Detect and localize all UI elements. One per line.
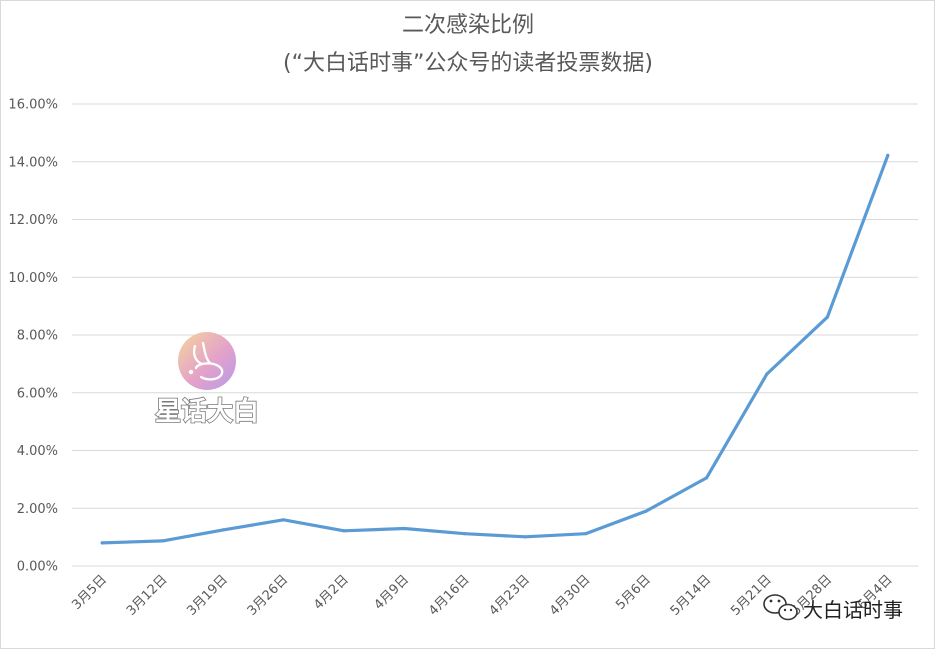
y-tick-label: 12.00% <box>8 213 58 228</box>
chart-title: 二次感染比例 <box>402 13 534 38</box>
wechat-icon <box>763 594 798 621</box>
data-point <box>704 476 709 480</box>
data-point <box>221 528 225 532</box>
data-point <box>825 315 829 319</box>
data-point <box>161 539 165 543</box>
y-tick-label: 2.00% <box>17 502 58 517</box>
x-tick-label: 5月14日 <box>668 572 715 619</box>
footer-text: 大白话时事 <box>803 598 903 622</box>
series-layer <box>100 153 890 545</box>
x-tick-label: 4月30日 <box>547 572 594 619</box>
series-line <box>100 153 890 545</box>
footer-credit: 大白话时事 <box>763 594 903 622</box>
x-tick-label: 3月19日 <box>184 572 231 619</box>
x-tick-label: 4月2日 <box>311 572 352 613</box>
x-tick-label: 4月16日 <box>426 572 473 619</box>
data-point <box>584 532 588 536</box>
y-tick-label: 6.00% <box>17 386 58 401</box>
watermark-text: 星话大白 <box>155 396 259 427</box>
chart-subtitle: (“大白话时事”公众号的读者投票数据) <box>283 51 653 76</box>
data-point <box>402 526 406 531</box>
data-point <box>281 518 286 522</box>
data-point <box>523 535 527 539</box>
y-tick-label: 10.00% <box>8 271 58 286</box>
y-axis-ticks: 0.00% 2.00% 4.00% 6.00% 8.00% 10.00% 12.00% 14.… <box>8 98 58 575</box>
data-point <box>463 532 467 536</box>
grid-layer <box>72 103 918 567</box>
data-point <box>886 153 890 157</box>
y-tick-label: 4.00% <box>17 444 58 459</box>
watermark: 星话大白 <box>154 332 260 428</box>
x-tick-label: 3月26日 <box>245 572 292 619</box>
data-point <box>100 541 104 545</box>
data-point <box>644 509 648 513</box>
x-tick-label: 4月9日 <box>371 572 412 613</box>
x-tick-label: 3月12日 <box>124 572 171 619</box>
x-tick-label: 5月21日 <box>728 572 775 619</box>
y-tick-label: 0.00% <box>17 560 58 575</box>
x-tick-label: 4月23日 <box>486 572 533 619</box>
x-tick-label: 5月6日 <box>613 572 654 613</box>
x-tick-label: 3月5日 <box>69 572 110 613</box>
y-tick-label: 16.00% <box>8 98 58 113</box>
rabbit-logo-icon <box>178 332 236 390</box>
data-point <box>342 529 346 533</box>
y-tick-label: 14.00% <box>8 155 58 170</box>
data-point <box>765 372 769 376</box>
y-tick-label: 8.00% <box>17 329 58 344</box>
